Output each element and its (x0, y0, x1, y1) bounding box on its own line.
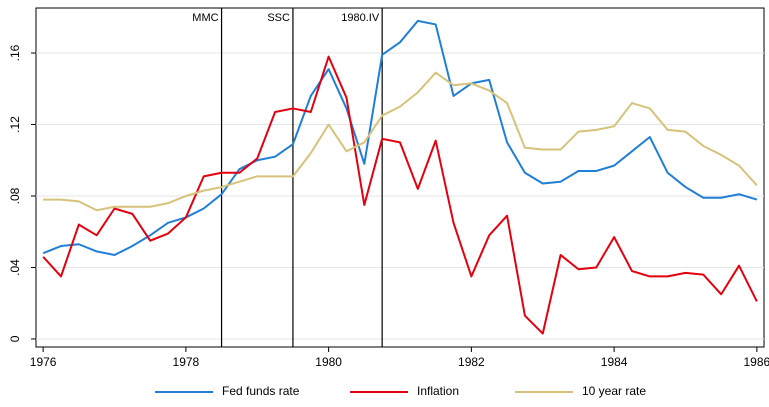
legend-label: 10 year rate (582, 384, 646, 398)
legend-label: Fed funds rate (222, 384, 300, 398)
legend-label: Inflation (417, 384, 459, 398)
x-tick-label: 1978 (173, 355, 200, 369)
series-line (42, 55, 758, 335)
y-tick-label: .08 (8, 187, 22, 204)
x-tick-label: 1976 (30, 355, 57, 369)
x-tick-label: 1980 (315, 355, 342, 369)
y-tick-label: 0 (8, 335, 22, 342)
event-label: 1980.IV (341, 12, 380, 24)
y-tick-label: .12 (8, 116, 22, 133)
y-tick-label: .16 (8, 44, 22, 61)
x-tick-label: 1984 (601, 355, 628, 369)
plot-frame (35, 7, 765, 348)
x-tick-label: 1986 (744, 355, 769, 369)
y-tick-label: .04 (8, 259, 22, 276)
event-label: SSC (267, 12, 290, 24)
series-line (42, 19, 758, 256)
x-tick-label: 1982 (458, 355, 485, 369)
series-line (43, 71, 758, 212)
event-label: MMC (192, 12, 218, 24)
